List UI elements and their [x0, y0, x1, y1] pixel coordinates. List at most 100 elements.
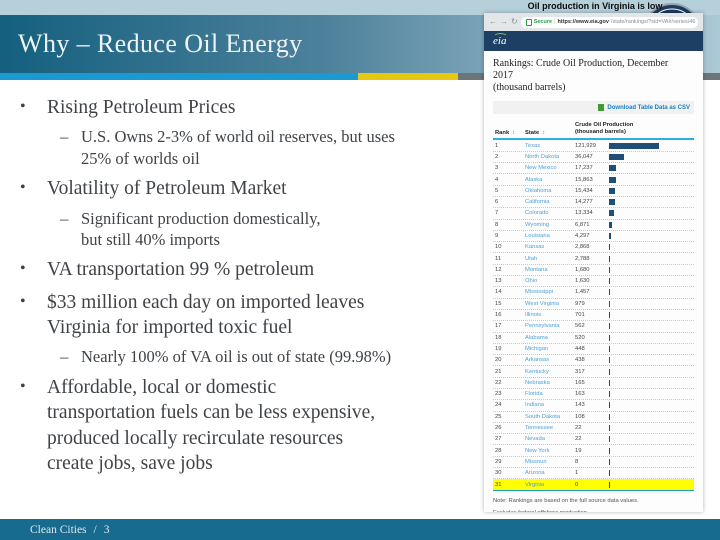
state-link[interactable]: Florida — [525, 391, 543, 398]
bullet-item: • Rising Petroleum Prices — [20, 95, 488, 120]
screenshot-caption: Oil production in Virginia is low — [527, 1, 663, 11]
value-cell: 979 — [575, 300, 585, 307]
value-cell: 8 — [575, 458, 579, 465]
bar-cell — [609, 142, 694, 149]
eia-site-header: eia — [484, 31, 703, 51]
value-cell: 1 — [575, 470, 579, 477]
bullet-item: – Significant production domestically, but… — [60, 208, 488, 251]
rank-cell: 27 — [495, 436, 502, 443]
value-cell: 562 — [575, 323, 585, 330]
state-link[interactable]: Tennessee — [525, 425, 554, 432]
address-separator: | — [554, 19, 556, 25]
state-link[interactable]: Montana — [525, 266, 548, 273]
bar-cell — [609, 266, 694, 273]
state-link[interactable]: West Virginia — [525, 300, 559, 307]
state-link[interactable]: Utah — [525, 255, 538, 262]
state-link[interactable]: Louisiana — [525, 232, 550, 239]
state-link[interactable]: California — [525, 199, 550, 206]
forward-icon[interactable]: → — [500, 17, 508, 26]
state-link[interactable]: Mississippi — [525, 289, 554, 296]
production-bar — [609, 458, 610, 465]
rank-cell: 22 — [495, 379, 502, 386]
state-link[interactable]: Arizona — [525, 470, 545, 477]
state-link[interactable]: New Mexico — [525, 165, 557, 172]
footer-program: Clean Cities — [30, 523, 87, 536]
bullet-text: Nearly 100% of VA oil is out of state (9… — [81, 347, 392, 367]
state-link[interactable]: Nevada — [525, 436, 545, 443]
bar-cell — [609, 165, 694, 172]
rank-cell: 30 — [495, 470, 502, 477]
production-bar — [609, 334, 610, 341]
state-link[interactable]: Kentucky — [525, 368, 549, 375]
value-cell: 701 — [575, 312, 585, 319]
state-link[interactable]: Pennsylvania — [525, 323, 560, 330]
bar-cell — [609, 368, 694, 375]
rank-cell: 7 — [495, 210, 499, 217]
rank-cell: 25 — [495, 413, 502, 420]
table-row: 1 Texas 121,929 — [493, 140, 694, 152]
url-path: /state/rankings/?sid=VA#/series/46 — [610, 19, 696, 25]
bullet-text: Volatility of Petroleum Market — [47, 178, 287, 200]
value-cell: 17,237 — [575, 165, 593, 172]
table-row: 13 Ohio 1,630 — [493, 276, 694, 288]
production-bar — [609, 176, 616, 183]
eia-logo[interactable]: eia — [493, 32, 509, 47]
rank-cell: 16 — [495, 312, 502, 319]
url-host: https://www.eia.gov — [557, 19, 609, 25]
state-link[interactable]: Wyoming — [525, 221, 550, 228]
rank-cell: 6 — [495, 199, 499, 206]
production-bar — [609, 221, 612, 228]
state-link[interactable]: North Dakota — [525, 153, 560, 160]
state-link[interactable]: Texas — [525, 142, 541, 149]
state-link[interactable]: Michigan — [525, 345, 549, 352]
state-link[interactable]: Illinois — [525, 312, 542, 319]
value-cell: 165 — [575, 379, 585, 386]
production-bar — [609, 142, 659, 149]
value-cell: 163 — [575, 391, 585, 398]
bar-cell — [609, 447, 694, 454]
value-cell: 317 — [575, 368, 585, 375]
state-link[interactable]: Missouri — [525, 458, 547, 465]
value-cell: 19 — [575, 447, 582, 454]
bar-cell — [609, 199, 694, 206]
bar-cell — [609, 300, 694, 307]
table-row: 14 Mississippi 1,457 — [493, 287, 694, 299]
state-link[interactable]: Alabama — [525, 334, 548, 341]
table-row: 16 Illinois 701 — [493, 310, 694, 322]
download-csv-link[interactable]: Download Table Data as CSV — [607, 104, 690, 111]
table-row: 20 Arkansas 438 — [493, 355, 694, 367]
rank-sort-icon[interactable]: ↕ — [512, 130, 516, 137]
rank-cell: 20 — [495, 357, 502, 364]
state-link[interactable]: Virginia — [525, 481, 545, 488]
rankings-heading: Rankings: Crude Oil Production, December… — [493, 58, 694, 94]
state-link[interactable]: Colorado — [525, 210, 549, 217]
production-bar — [609, 379, 610, 386]
state-link[interactable]: Arkansas — [525, 357, 550, 364]
state-link[interactable]: Ohio — [525, 278, 538, 285]
state-link[interactable]: Nebraska — [525, 379, 550, 386]
table-row: 23 Florida 163 — [493, 389, 694, 401]
state-link[interactable]: Oklahoma — [525, 187, 552, 194]
rank-cell: 3 — [495, 165, 499, 172]
state-link[interactable]: Indiana — [525, 402, 545, 409]
state-link[interactable]: South Dakota — [525, 413, 561, 420]
rank-cell: 14 — [495, 289, 502, 296]
rank-cell: 18 — [495, 334, 502, 341]
state-link[interactable]: Alaska — [525, 176, 543, 183]
state-link[interactable]: New York — [525, 447, 550, 454]
table-row: 28 New York 19 — [493, 445, 694, 457]
state-link[interactable]: Kansas — [525, 244, 545, 251]
production-bar — [609, 391, 610, 398]
bullet-text: U.S. Owns 2-3% of world oil reserves, bu… — [81, 127, 395, 168]
bullet-item: • $33 million each day on imported leaves… — [20, 290, 488, 341]
value-cell: 2,788 — [575, 255, 590, 262]
table-toolbar: Download Table Data as CSV — [493, 101, 694, 114]
back-icon[interactable]: ← — [489, 17, 497, 26]
reload-icon[interactable]: ↻ — [511, 17, 518, 26]
eia-browser-screenshot: ← → ↻ Secure | https://www.eia.gov/state… — [484, 13, 703, 512]
value-cell: 448 — [575, 345, 585, 352]
value-column-header: Crude Oil Production (thousand barrels) — [575, 122, 634, 136]
state-sort-icon[interactable]: ↕ — [542, 130, 546, 137]
address-bar[interactable]: Secure | https://www.eia.gov/state/ranki… — [520, 16, 698, 28]
